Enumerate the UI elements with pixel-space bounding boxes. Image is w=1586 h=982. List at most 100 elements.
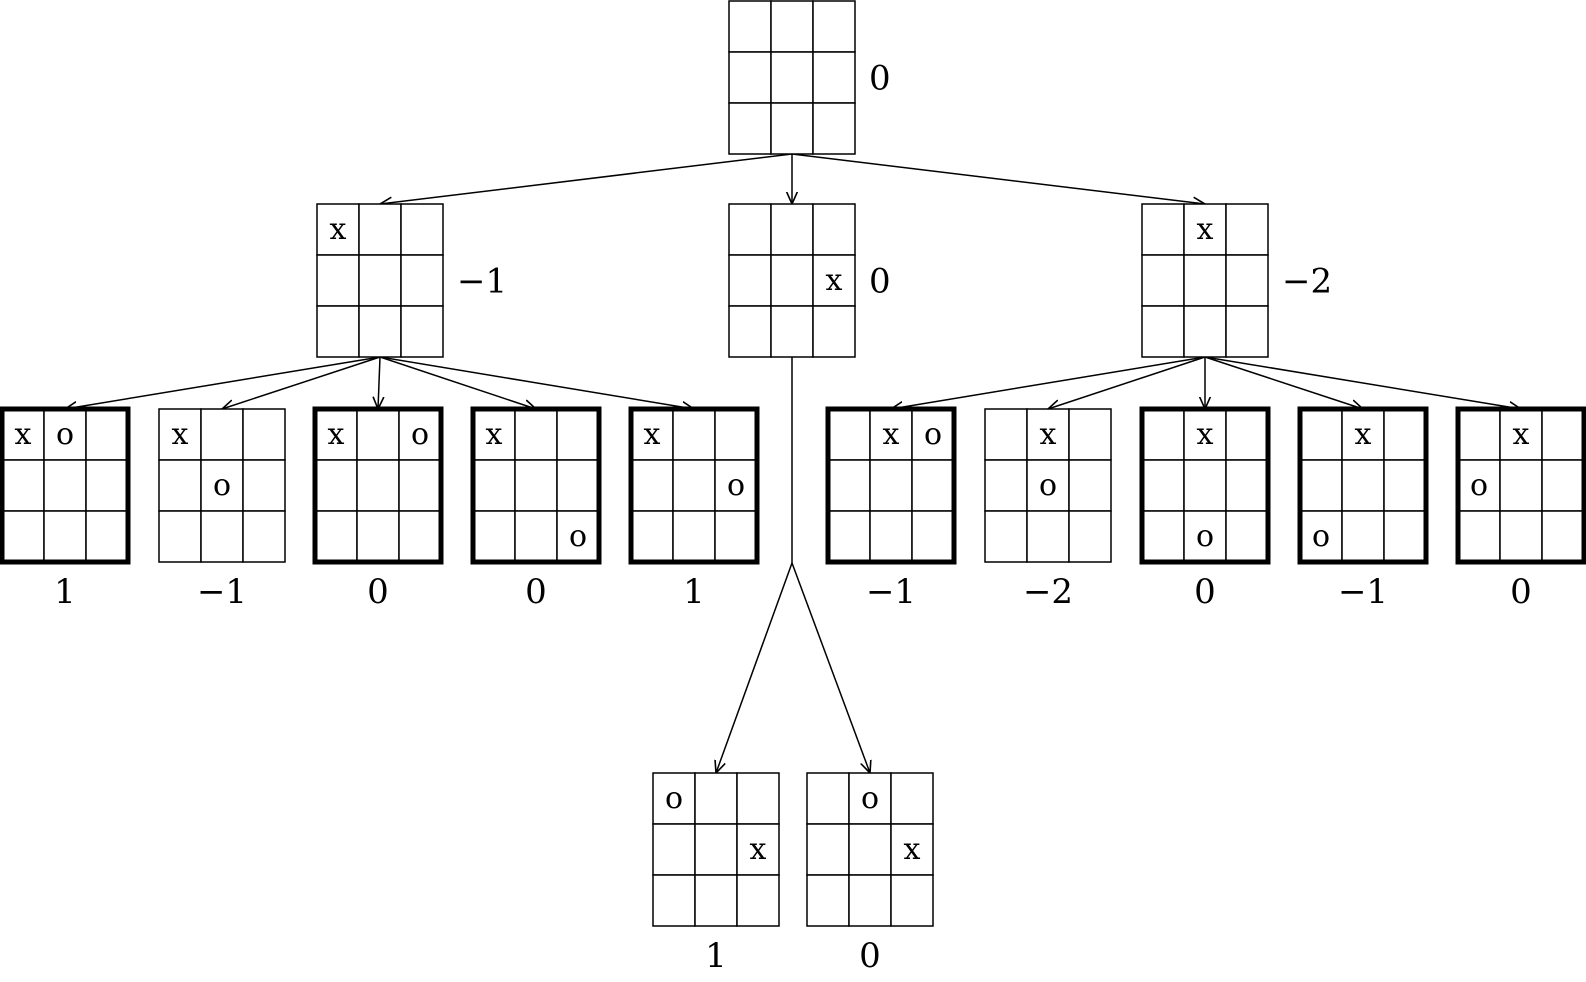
board-score: 0	[869, 59, 891, 99]
board-cell	[43, 510, 87, 563]
board-cell	[890, 874, 934, 927]
board-level2_left-2: x o 0	[312, 406, 444, 612]
board-cell	[848, 823, 892, 876]
board-score: 0	[859, 936, 881, 976]
board-cell	[1341, 510, 1385, 563]
board-highlight-frame	[628, 406, 760, 565]
tree-edge	[1204, 356, 1521, 409]
cell-mark: o	[727, 468, 745, 503]
board-highlight-frame	[1297, 406, 1429, 565]
board-cell	[848, 874, 892, 927]
board-cell	[1457, 408, 1501, 461]
board-cell	[1541, 408, 1585, 461]
board-score: −2	[1023, 572, 1073, 612]
board-cell	[770, 305, 814, 358]
board-cell	[770, 0, 814, 53]
board-cell	[714, 408, 758, 461]
board-cell	[316, 254, 360, 307]
tree-edge	[222, 356, 381, 409]
tree-edge	[380, 153, 793, 204]
board-cell	[812, 0, 856, 53]
cell-mark: o	[924, 417, 942, 452]
cell-mark: x	[1040, 417, 1057, 452]
board-cell	[314, 408, 358, 461]
board-cell	[556, 408, 600, 461]
board-cell	[400, 203, 444, 256]
board-cell	[1183, 254, 1227, 307]
board-cell	[736, 874, 780, 927]
board-score: 1	[705, 936, 727, 976]
board-score: −1	[866, 572, 916, 612]
board-cell	[1141, 459, 1185, 512]
cell-mark: x	[1355, 417, 1372, 452]
board-cell	[1026, 510, 1070, 563]
board-cell	[1457, 459, 1501, 512]
board-cell	[1141, 254, 1185, 307]
board-cell	[630, 459, 674, 512]
board-cell	[85, 510, 129, 563]
board-cell	[400, 254, 444, 307]
board-cell	[1383, 408, 1427, 461]
board-cell	[770, 203, 814, 256]
board-cell	[812, 203, 856, 256]
cell-mark: x	[1197, 417, 1214, 452]
board-cell	[514, 459, 558, 512]
board-level2_center-0: o x 1	[652, 772, 780, 976]
board-cell	[1499, 408, 1543, 461]
cell-mark: x	[1513, 417, 1530, 452]
board-cell	[806, 874, 850, 927]
cell-mark: x	[486, 417, 503, 452]
board-cell	[827, 459, 871, 512]
board-cell	[1225, 203, 1269, 256]
board-cell	[85, 408, 129, 461]
board-cell	[1383, 510, 1427, 563]
board-highlight-frame	[0, 406, 131, 565]
board-cell	[1499, 510, 1543, 563]
board-cell	[869, 408, 913, 461]
board-cell	[1383, 459, 1427, 512]
board-score: −1	[197, 572, 247, 612]
board-cell	[356, 408, 400, 461]
board-level2_left-3: x o0	[470, 406, 602, 612]
board-cell	[242, 510, 286, 563]
board-highlight-frame	[825, 406, 957, 565]
board-cell	[43, 408, 87, 461]
board-cell	[85, 459, 129, 512]
board-cell	[200, 510, 244, 563]
board-score: −1	[457, 262, 507, 302]
board-cell	[158, 408, 202, 461]
cell-mark: x	[883, 417, 900, 452]
board-cell	[984, 459, 1028, 512]
board-level2_right-0: x o −1	[825, 406, 957, 612]
board-cell	[827, 408, 871, 461]
cell-mark: x	[826, 263, 843, 298]
board-cell	[1068, 459, 1112, 512]
board-cell	[806, 823, 850, 876]
board-score: −2	[1282, 262, 1332, 302]
board-cell	[1299, 408, 1343, 461]
cell-mark: o	[56, 417, 74, 452]
board-cell	[158, 459, 202, 512]
board-level2_right-2: x o 0	[1139, 406, 1271, 612]
board-cell	[472, 459, 516, 512]
tree-edge	[378, 356, 380, 409]
board-cell	[728, 102, 772, 155]
board-cell	[43, 459, 87, 512]
board-cell	[1457, 510, 1501, 563]
board-cell	[1068, 408, 1112, 461]
board-cell	[728, 305, 772, 358]
board-score: 1	[54, 572, 76, 612]
board-cell	[869, 510, 913, 563]
board-cell	[556, 459, 600, 512]
board-highlight-frame	[1139, 406, 1271, 565]
board-cell	[1299, 510, 1343, 563]
tree-edge	[791, 562, 870, 773]
board-cell	[1141, 408, 1185, 461]
board-cell	[1183, 305, 1227, 358]
board-cell	[398, 459, 442, 512]
board-cell	[672, 459, 716, 512]
board-cell	[1341, 459, 1385, 512]
cell-mark: o	[1470, 468, 1488, 503]
